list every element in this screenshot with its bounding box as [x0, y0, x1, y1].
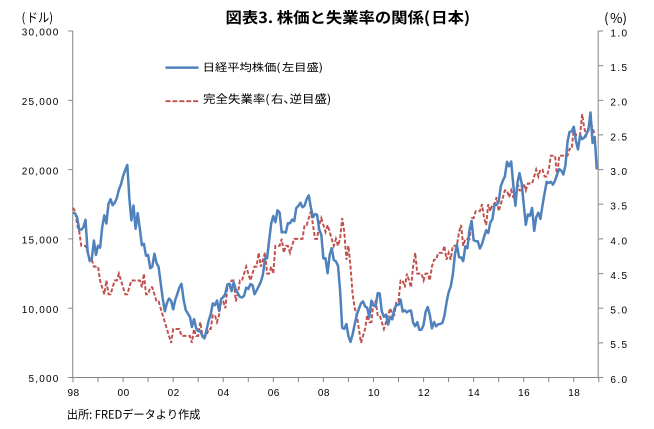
svg-text:10,000: 10,000	[22, 305, 60, 316]
svg-text:1.5: 1.5	[610, 63, 628, 74]
svg-text:12: 12	[418, 388, 430, 399]
svg-text:15,000: 15,000	[22, 236, 60, 247]
svg-text:08: 08	[318, 388, 330, 399]
svg-text:18: 18	[568, 388, 580, 399]
svg-text:00: 00	[118, 388, 130, 399]
svg-text:16: 16	[518, 388, 530, 399]
svg-text:06: 06	[268, 388, 280, 399]
svg-text:4.5: 4.5	[610, 271, 628, 282]
svg-text:20,000: 20,000	[22, 166, 60, 177]
svg-text:1.0: 1.0	[610, 28, 628, 39]
svg-text:4.0: 4.0	[610, 236, 628, 247]
svg-text:5.0: 5.0	[610, 306, 628, 317]
svg-text:2.0: 2.0	[610, 98, 628, 109]
svg-text:04: 04	[218, 388, 230, 399]
svg-text:5.5: 5.5	[610, 340, 628, 351]
svg-text:25,000: 25,000	[22, 97, 60, 108]
svg-text:02: 02	[168, 388, 180, 399]
svg-text:14: 14	[468, 388, 480, 399]
svg-text:98: 98	[67, 388, 79, 399]
svg-text:10: 10	[368, 388, 380, 399]
svg-text:3.0: 3.0	[610, 167, 628, 178]
svg-text:6.0: 6.0	[610, 375, 628, 386]
svg-text:30,000: 30,000	[22, 28, 60, 39]
svg-text:5,000: 5,000	[28, 374, 59, 385]
svg-text:3.5: 3.5	[610, 202, 628, 213]
svg-text:2.5: 2.5	[610, 132, 628, 143]
